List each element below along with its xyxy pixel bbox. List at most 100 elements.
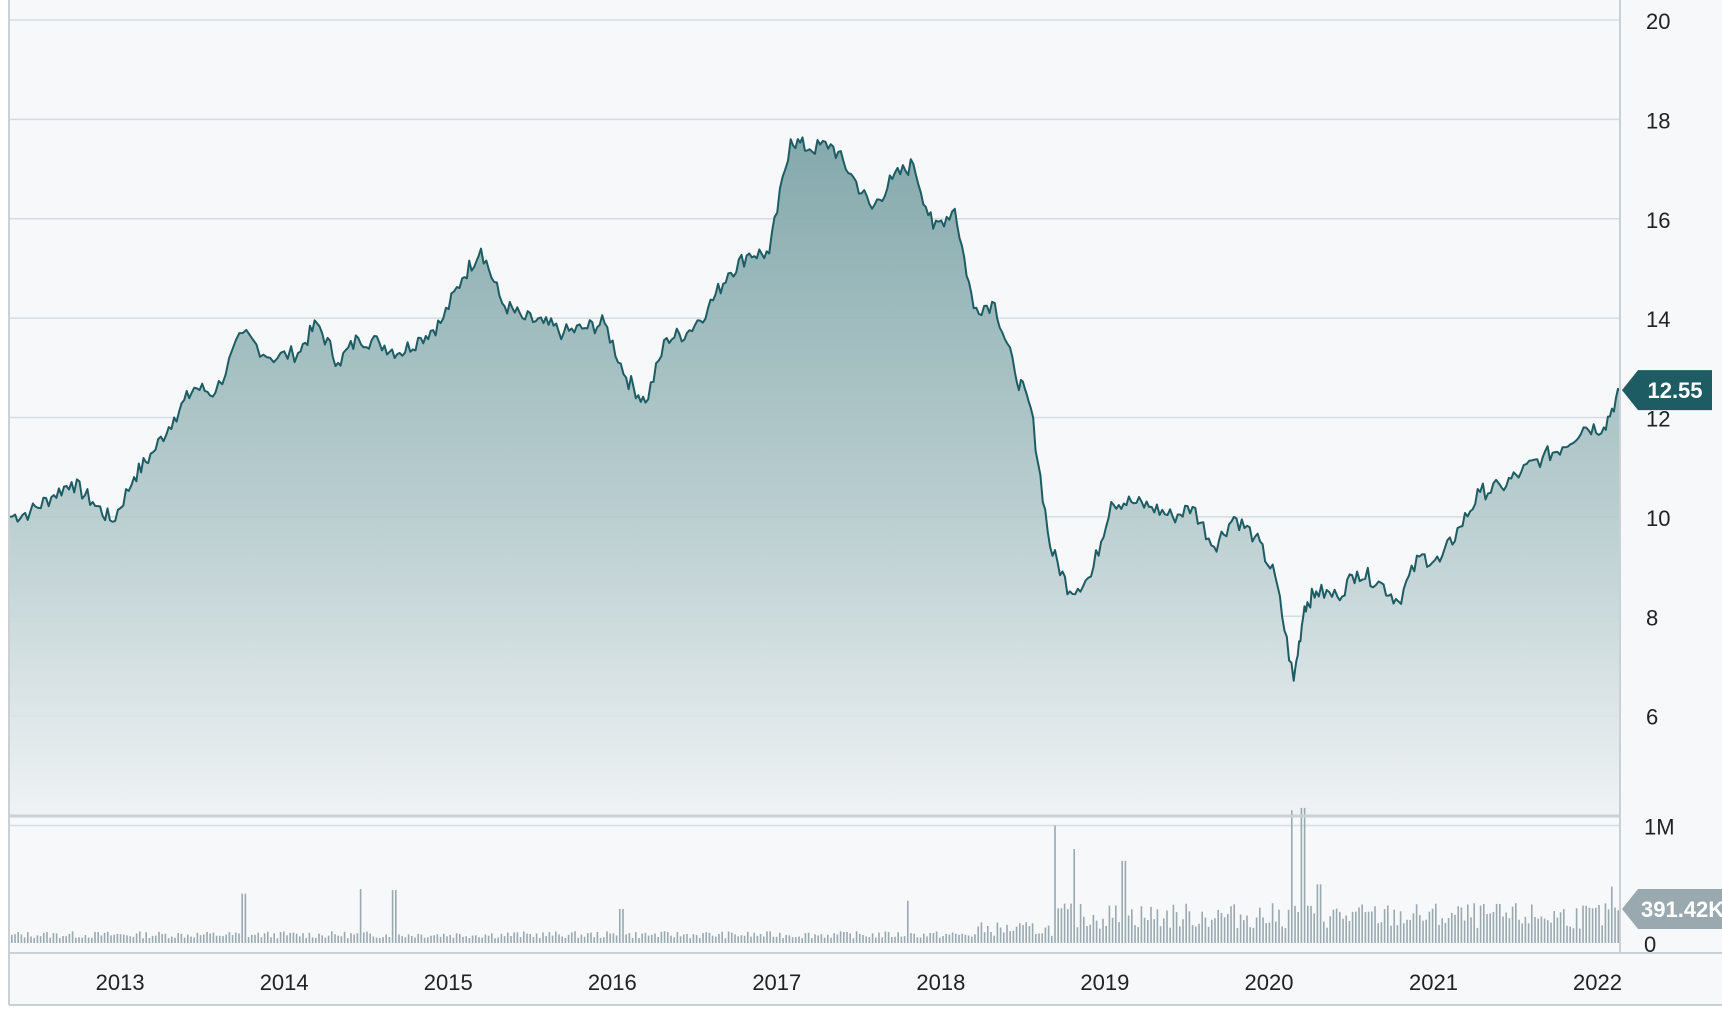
volume-bar [577, 937, 579, 943]
volume-bar [1419, 915, 1421, 943]
volume-bar [372, 936, 375, 943]
volume-bar [62, 936, 64, 943]
volume-bar [705, 932, 707, 943]
volume-bar [1127, 915, 1130, 943]
volume-bar [420, 934, 423, 943]
volume-bar [295, 933, 298, 943]
volume-bar [455, 933, 458, 943]
volume-bar [516, 932, 519, 943]
volume-bar [1591, 908, 1594, 943]
volume-axis-ticks: 1M 0 [1644, 815, 1675, 958]
volume-bar [1073, 849, 1075, 943]
volume-bar [222, 936, 224, 943]
volume-bar [382, 937, 384, 943]
volume-bar [692, 934, 695, 943]
volume-bar [1425, 919, 1427, 943]
volume-bar [1201, 911, 1203, 943]
volume-bar [910, 933, 912, 943]
volume-bar [238, 933, 240, 943]
volume-bar [1246, 915, 1248, 943]
volume-bar [1604, 903, 1607, 943]
volume-bar [967, 935, 970, 943]
volume-bar [884, 931, 887, 943]
volume-bar [795, 937, 797, 943]
price-area-fill [10, 137, 1620, 815]
volume-bar [1111, 917, 1114, 943]
volume-bar [1339, 911, 1341, 943]
volume-bar [119, 934, 122, 943]
volume-bar [564, 938, 567, 943]
volume-bar [103, 932, 106, 943]
volume-bar [414, 937, 416, 943]
volume-bar [1105, 925, 1107, 943]
volume-bar [823, 937, 826, 943]
volume-bar [225, 934, 227, 943]
volume-bar [1281, 926, 1283, 943]
volume-bar [1287, 909, 1290, 943]
volume-bar [955, 933, 957, 943]
volume-bar [1249, 927, 1251, 943]
volume-bar [1351, 911, 1354, 943]
volume-bar [1262, 917, 1264, 943]
volume-bar [1380, 922, 1383, 943]
volume-bar [894, 936, 896, 943]
volume-bar [1303, 807, 1306, 943]
volume-bar [1614, 907, 1616, 943]
volume-bar [1252, 928, 1255, 943]
volume-bar [1163, 918, 1165, 943]
volume-bar [1214, 918, 1216, 943]
volume-bars [11, 807, 1619, 944]
volume-bar [1089, 924, 1091, 943]
volume-bar [78, 937, 80, 943]
price-tick-label: 12 [1646, 407, 1670, 432]
volume-bar [583, 936, 586, 943]
volume-bar [1009, 931, 1011, 943]
volume-bar [939, 937, 941, 943]
volume-bar [436, 934, 439, 943]
volume-bar [263, 933, 266, 943]
volume-bar [769, 931, 771, 943]
last-price-label: 12.55 [1647, 378, 1702, 403]
volume-bar [110, 935, 112, 943]
volume-bar [590, 932, 592, 943]
volume-bar [1460, 907, 1463, 943]
volume-bar [1326, 927, 1328, 943]
volume-bar [932, 933, 935, 943]
volume-bar [545, 936, 547, 943]
volume-bar [612, 933, 615, 943]
volume-bar [711, 935, 714, 943]
volume-bar [347, 938, 349, 943]
volume-bar [897, 932, 899, 943]
volume-bar [81, 937, 83, 943]
volume-bar [401, 936, 403, 943]
volume-bar [827, 934, 829, 943]
volume-bar [439, 936, 442, 943]
volume-bar [1406, 919, 1408, 943]
volume-bar [631, 937, 634, 943]
volume-bar [148, 938, 151, 943]
volume-bar [535, 933, 538, 943]
volume-bar [199, 935, 202, 943]
volume-bar [142, 938, 144, 943]
volume-bar [651, 934, 653, 943]
volume-bar [228, 932, 231, 943]
volume-bar [513, 932, 515, 943]
volume-bar [871, 933, 874, 943]
volume-bar [641, 933, 643, 943]
volume-bar [1243, 920, 1245, 943]
volume-bar [622, 908, 624, 943]
volume-bar [14, 934, 16, 943]
volume-bar [785, 934, 787, 943]
volume-bar [260, 937, 263, 943]
volume-bar [1118, 922, 1120, 943]
last-volume-label: 391.42K [1641, 897, 1722, 922]
volume-bar [798, 936, 800, 943]
volume-bar [1607, 909, 1610, 943]
volume-bar [852, 938, 855, 943]
x-tick-label: 2013 [96, 970, 145, 995]
volume-bar [1182, 919, 1184, 943]
volume-bar [548, 932, 551, 943]
volume-bar [1131, 909, 1133, 943]
volume-bar [1579, 928, 1581, 943]
